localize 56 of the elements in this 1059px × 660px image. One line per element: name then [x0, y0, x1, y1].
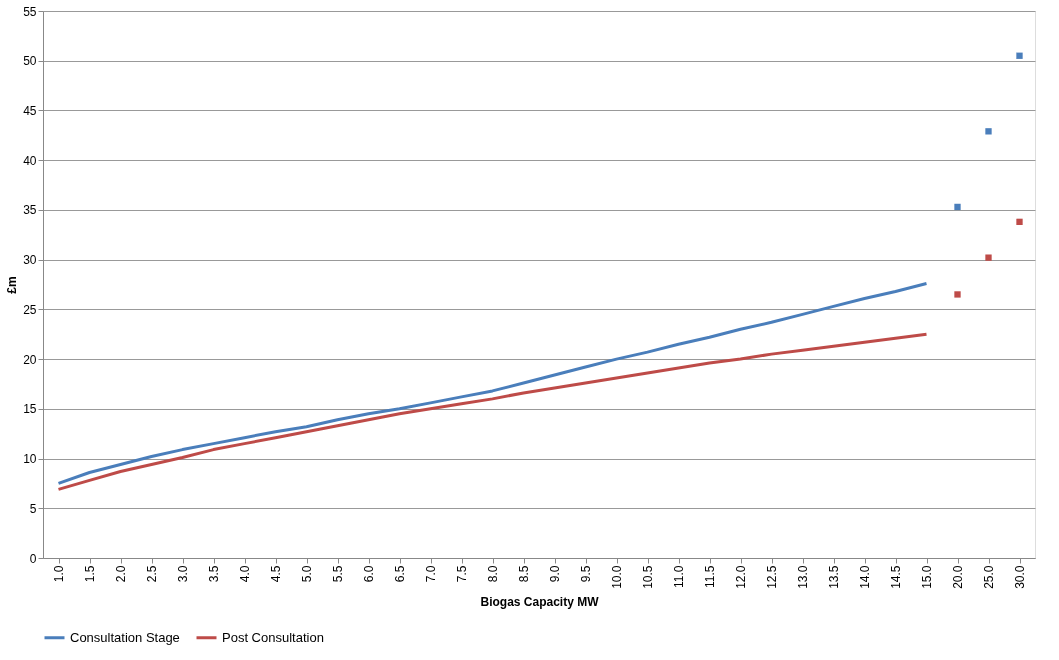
x-tick-label: 5.0 — [300, 565, 314, 583]
y-tick-label: 55 — [23, 4, 37, 19]
y-tick-label: 50 — [23, 54, 37, 69]
point — [954, 291, 961, 298]
point — [1016, 52, 1023, 59]
x-tick-label: 1.0 — [52, 565, 66, 583]
x-tick-label: 3.0 — [176, 565, 190, 583]
y-tick-label: 5 — [29, 501, 37, 516]
x-tick-label: 6.0 — [362, 565, 376, 583]
point — [954, 203, 961, 211]
x-tick-label: 3.5 — [207, 565, 221, 583]
x-tick-label: 14.5 — [889, 565, 903, 589]
point — [985, 254, 992, 261]
x-tick-label: 6.5 — [393, 565, 407, 583]
x-axis-title: Biogas Capacity MW — [480, 594, 600, 609]
y-tick-label: 45 — [23, 103, 37, 118]
x-tick-label: 2.5 — [145, 565, 159, 583]
y-tick-label: 20 — [23, 352, 37, 367]
y-tick-label: 10 — [23, 452, 37, 467]
line-series — [57, 332, 928, 491]
x-tick-label: 14.0 — [858, 565, 872, 589]
x-tick-label: 1.5 — [83, 565, 97, 583]
y-tick-label: 40 — [23, 153, 37, 168]
x-tick-label: 5.5 — [331, 565, 345, 583]
x-tick-label: 8.5 — [517, 565, 531, 583]
x-tick-label: 12.5 — [765, 565, 779, 589]
x-tick-label: 25.0 — [982, 565, 996, 589]
x-tick-label: 12.0 — [734, 565, 748, 589]
y-axis-title: £m — [5, 276, 20, 294]
x-tick-label: 30.0 — [1013, 565, 1027, 589]
x-tick-label: 13.5 — [827, 565, 841, 589]
x-tick-label: 2.0 — [114, 565, 128, 583]
x-tick-label: 7.0 — [424, 565, 438, 583]
legend-label: Consultation Stage — [70, 629, 180, 645]
x-tick-label: 4.0 — [238, 565, 252, 583]
x-tick-label: 20.0 — [951, 565, 965, 589]
x-tick-label: 4.5 — [269, 565, 283, 583]
x-tick-label: 10.0 — [610, 565, 624, 589]
y-tick-label: 30 — [23, 253, 37, 268]
x-tick-label: 8.0 — [486, 565, 500, 583]
y-tick-label: 15 — [23, 402, 37, 417]
point — [1016, 218, 1023, 226]
x-tick-label: 9.5 — [579, 565, 593, 583]
x-tick-label: 7.5 — [455, 565, 469, 583]
x-tick-label: 11.5 — [703, 565, 717, 588]
x-tick-label: 11.0 — [672, 565, 686, 588]
line-series — [57, 282, 928, 485]
x-tick-label: 13.0 — [796, 565, 810, 589]
point — [985, 128, 992, 135]
x-tick-label: 10.5 — [641, 565, 655, 589]
y-tick-label: 35 — [23, 203, 37, 218]
legend-label: Post Consultation — [222, 629, 324, 645]
x-tick-label: 15.0 — [920, 565, 934, 589]
y-tick-label: 25 — [23, 302, 37, 317]
y-tick-label: 0 — [29, 551, 37, 566]
x-tick-label: 9.0 — [548, 565, 562, 583]
